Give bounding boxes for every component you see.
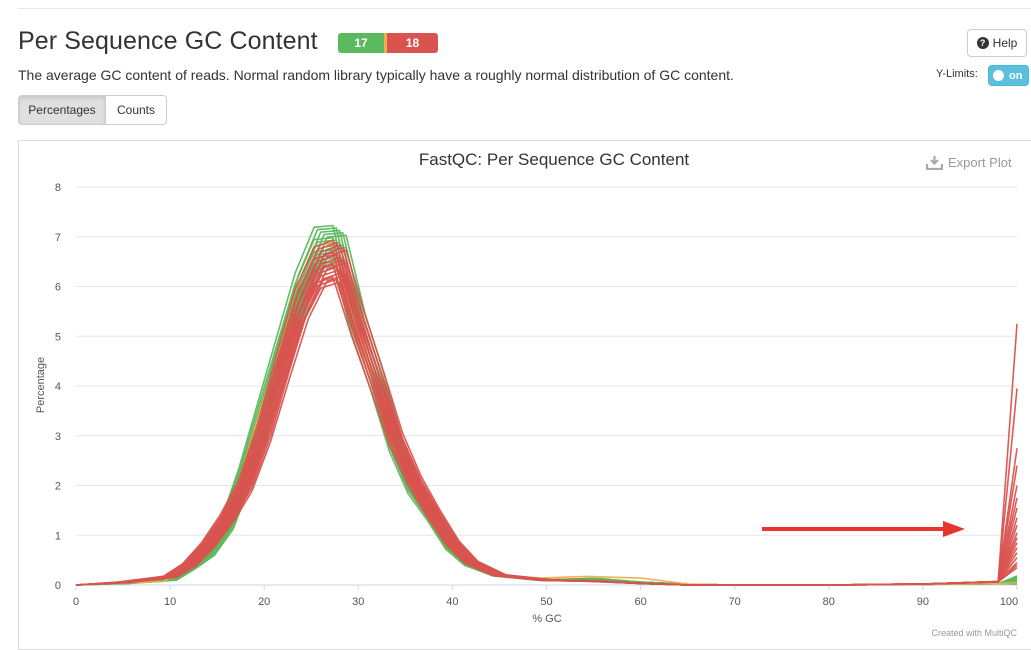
top-divider bbox=[18, 8, 1031, 9]
y-tick-4: 4 bbox=[55, 381, 61, 393]
question-circle-icon: ? bbox=[976, 37, 989, 49]
ylimits-toggle[interactable]: on bbox=[988, 65, 1029, 86]
x-tick-60: 60 bbox=[634, 596, 646, 608]
export-plot-label: Export Plot bbox=[948, 155, 1012, 170]
y-tick-7: 7 bbox=[55, 232, 61, 244]
series-lines bbox=[75, 224, 1018, 586]
section-description: The average GC content of reads. Normal … bbox=[18, 67, 734, 83]
export-plot-button[interactable]: Export Plot bbox=[926, 155, 1012, 170]
series-line-fail-18[interactable] bbox=[75, 281, 1018, 586]
status-bar[interactable]: 17 18 bbox=[338, 33, 438, 53]
y-tick-8: 8 bbox=[55, 182, 61, 194]
status-fail-count[interactable]: 18 bbox=[387, 33, 438, 53]
toggle-knob bbox=[993, 70, 1004, 81]
section-title: Per Sequence GC Content bbox=[18, 27, 318, 55]
x-axis-label: % GC bbox=[532, 613, 561, 625]
tab-counts[interactable]: Counts bbox=[106, 95, 167, 125]
x-tick-0: 0 bbox=[73, 596, 79, 608]
x-tick-100: 100 bbox=[1000, 596, 1018, 608]
status-warn-segment[interactable] bbox=[384, 33, 387, 53]
download-icon bbox=[926, 156, 943, 170]
multiqc-credit: Created with MultiQC bbox=[931, 628, 1017, 638]
x-tick-90: 90 bbox=[917, 596, 929, 608]
y-axis-ticks: 0 1 2 3 4 5 6 7 8 bbox=[55, 182, 61, 592]
x-tick-40: 40 bbox=[446, 596, 458, 608]
y-tick-1: 1 bbox=[55, 530, 61, 542]
ylimits-label: Y-Limits: bbox=[936, 68, 978, 80]
tab-percentages[interactable]: Percentages bbox=[18, 95, 106, 125]
x-tick-20: 20 bbox=[258, 596, 270, 608]
x-tick-50: 50 bbox=[540, 596, 552, 608]
y-tick-3: 3 bbox=[55, 431, 61, 443]
y-tick-6: 6 bbox=[55, 282, 61, 294]
toggle-label: on bbox=[1009, 69, 1023, 82]
x-tick-30: 30 bbox=[352, 596, 364, 608]
chart-title: FastQC: Per Sequence GC Content bbox=[419, 150, 690, 169]
status-pass-count[interactable]: 17 bbox=[338, 33, 384, 53]
x-tick-80: 80 bbox=[823, 596, 835, 608]
help-button[interactable]: ? Help bbox=[967, 29, 1027, 57]
x-tick-70: 70 bbox=[729, 596, 741, 608]
y-tick-5: 5 bbox=[55, 331, 61, 343]
x-tick-10: 10 bbox=[164, 596, 176, 608]
y-axis-label: Percentage bbox=[35, 357, 47, 413]
chart-grid bbox=[76, 186, 1017, 536]
y-tick-2: 2 bbox=[55, 481, 61, 493]
series-line-fail-14[interactable] bbox=[75, 271, 1018, 586]
data-view-switch: Percentages Counts bbox=[18, 95, 167, 125]
x-axis-ticks: 0 10 20 30 40 50 60 70 80 90 100 bbox=[73, 585, 1018, 608]
help-label: Help bbox=[992, 36, 1018, 50]
y-tick-0: 0 bbox=[55, 580, 61, 592]
